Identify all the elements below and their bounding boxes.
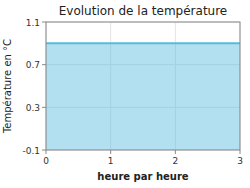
y-tick-label: 1.1 [26,18,40,28]
x-axis-label: heure par heure [97,171,188,182]
y-axis-label: Température en °C [2,39,13,134]
y-tick [42,107,46,108]
x-tick-label: 3 [237,156,243,166]
title: Evolution de la température [59,4,228,18]
chart-container: -0.1 0.3 0.7 1.1 0 1 2 3 Evolution de la tempéra… [0,0,250,188]
grid [46,22,240,150]
plot-frame [46,22,240,150]
x-tick [46,150,47,154]
y-tick [42,150,46,151]
line [46,42,240,44]
area-fill [46,43,240,150]
y-tick-label: -0.1 [22,146,40,156]
y-tick [42,64,46,65]
x-tick-label: 1 [108,156,114,166]
data-group [46,43,240,150]
x-tick [110,150,111,154]
x-tick [175,150,176,154]
y-tick-label: 0.3 [26,103,40,113]
x-tick [240,150,241,154]
x-tick-label: 2 [172,156,178,166]
chart-svg: -0.1 0.3 0.7 1.1 0 1 2 3 Evolution de la tempéra… [0,0,250,188]
y-tick-label: 0.7 [26,60,40,70]
y-tick [42,22,46,23]
plot-background [46,22,240,150]
x-tick-label: 0 [43,156,49,166]
